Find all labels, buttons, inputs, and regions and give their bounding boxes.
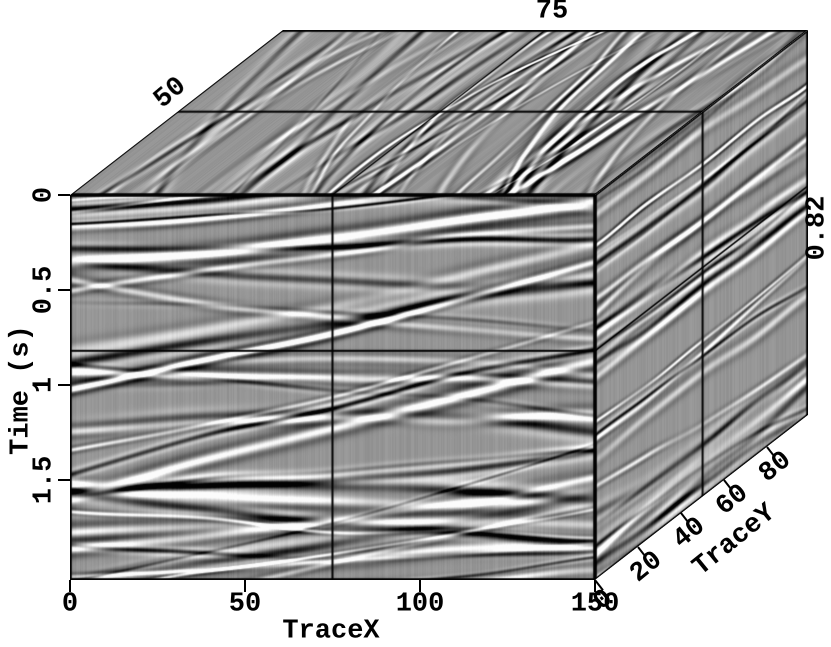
- tracex-tick-label: 100: [395, 589, 445, 620]
- time-tick: [58, 194, 70, 196]
- time-tick-label: 0.5: [29, 265, 60, 315]
- tracex-tick-label: 150: [570, 589, 620, 620]
- frame-label-tracex: 75: [535, 0, 569, 27]
- tracex-tick: [244, 580, 246, 592]
- tracex-tick: [419, 580, 421, 592]
- tracex-tick: [69, 580, 71, 592]
- time-tick: [58, 479, 70, 481]
- tracey-tick-label: 20: [624, 545, 669, 590]
- time-axis-title: Time (s): [6, 325, 37, 455]
- inline-slice-canvas: [70, 195, 595, 580]
- front-face-inline-slice: [70, 195, 595, 580]
- tracex-tick: [594, 580, 596, 592]
- time-tick-label: 1.5: [29, 455, 60, 505]
- time-tick-label: 0: [29, 186, 60, 204]
- tracey-tick-label: 80: [753, 445, 798, 490]
- tracex-tick-label: 50: [228, 589, 262, 620]
- tracex-axis-title: TraceX: [282, 616, 380, 647]
- time-tick: [58, 384, 70, 386]
- tracex-tick-label: 0: [61, 589, 79, 620]
- time-tick: [58, 289, 70, 291]
- frame-label-time: 0.82: [802, 195, 831, 261]
